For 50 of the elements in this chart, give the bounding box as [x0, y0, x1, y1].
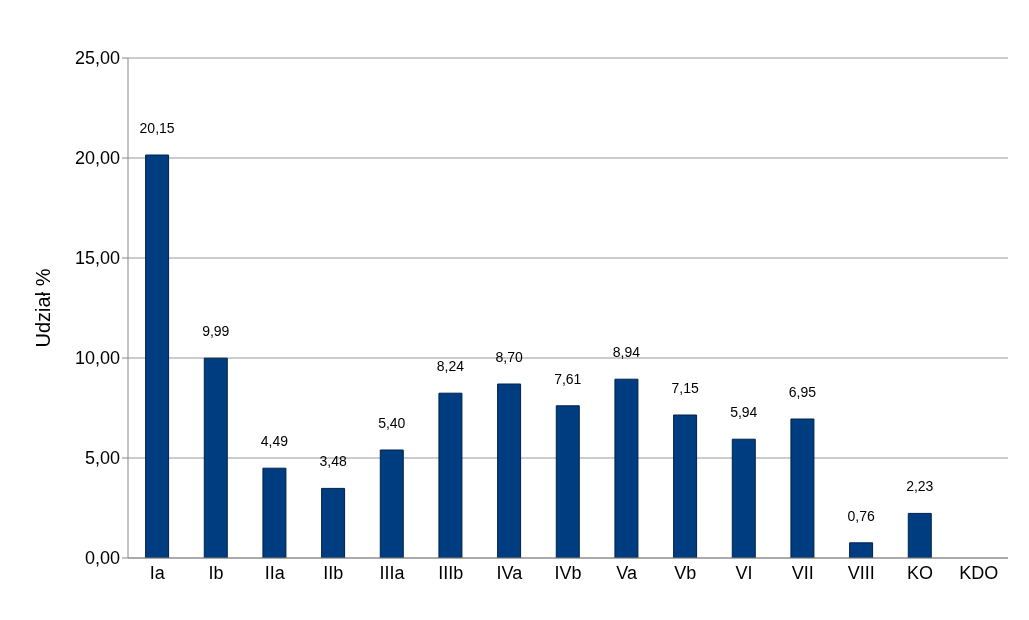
y-tick-label: 10,00 [74, 348, 120, 369]
x-tick-label: IVa [496, 562, 524, 583]
x-tick-label: KDO [959, 562, 999, 583]
bar [614, 378, 639, 558]
x-tick-label: VII [791, 562, 814, 583]
data-label: 0,76 [847, 507, 875, 524]
bar [731, 438, 756, 558]
data-label: 8,24 [436, 358, 465, 375]
x-tick-label: Va [616, 562, 638, 583]
bar [262, 467, 287, 558]
x-tick-label: Ib [208, 562, 224, 583]
x-tick-label: Ia [149, 562, 166, 583]
data-label: 5,40 [378, 415, 406, 431]
bar [849, 542, 874, 558]
x-tick-label: IIIb [438, 562, 464, 583]
bar [379, 449, 404, 558]
data-label: 7,15 [671, 380, 699, 396]
x-tick-label: IIb [323, 562, 344, 583]
data-label: 9,99 [202, 323, 230, 340]
data-label: 6,95 [788, 384, 817, 400]
data-label: 3,48 [319, 453, 347, 470]
bar [438, 392, 463, 558]
data-label: 20,15 [139, 120, 175, 136]
data-label: 7,61 [554, 370, 582, 387]
x-tick-label: Vb [674, 562, 697, 583]
bar [321, 487, 346, 558]
data-label: 8,94 [612, 344, 641, 361]
x-tick-label: IVb [554, 562, 582, 583]
bar [790, 418, 815, 558]
x-tick-label: VIII [847, 562, 875, 583]
x-tick-label: KO [906, 562, 934, 583]
bar [145, 154, 170, 558]
data-label: 4,49 [260, 433, 289, 450]
bar [497, 383, 522, 558]
y-tick-label: 25,00 [74, 48, 120, 69]
y-axis-title: Udział % [32, 268, 55, 348]
bar [673, 414, 698, 558]
y-tick-label: 15,00 [74, 248, 120, 269]
y-tick-label: 0,00 [84, 548, 120, 569]
bar [203, 357, 228, 558]
y-tick-label: 5,00 [84, 448, 120, 469]
data-label: 5,94 [730, 404, 758, 421]
data-label: 8,70 [495, 349, 523, 365]
y-tick-label: 20,00 [74, 148, 120, 169]
x-tick-label: IIIa [379, 562, 406, 583]
bar [555, 405, 580, 558]
x-tick-label: IIa [264, 562, 286, 583]
x-tick-label: VI [735, 562, 753, 583]
data-label: 2,23 [906, 478, 934, 495]
bar [907, 512, 932, 558]
